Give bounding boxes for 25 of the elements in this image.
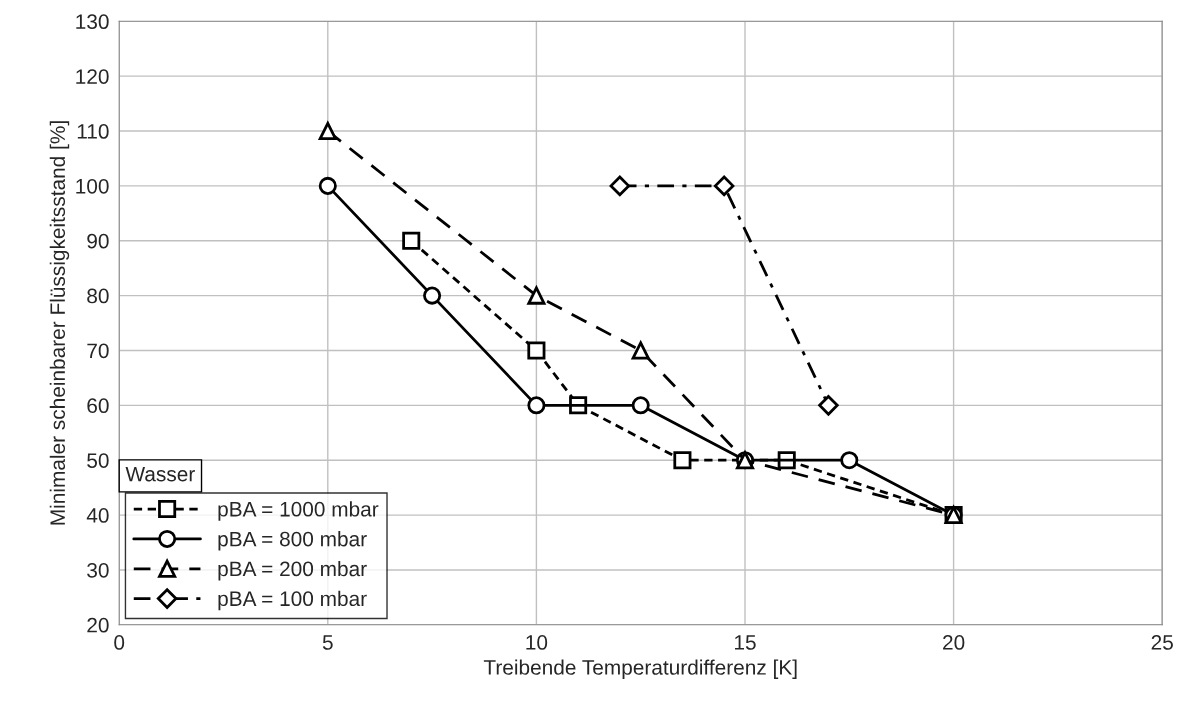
y-tick-label: 100 — [76, 178, 109, 194]
y-tick-label: 20 — [87, 617, 109, 633]
x-tick-label: 20 — [943, 635, 965, 650]
y-axis-title: Minimaler scheinbarer Flüssigkeitsstand [%] — [49, 121, 70, 525]
legend-label: pBA = 200 mbar — [218, 560, 367, 581]
y-tick-label: 120 — [76, 69, 109, 84]
y-tick-label: 110 — [77, 124, 109, 139]
x-tick-label: 0 — [114, 635, 125, 650]
x-tick-label: 10 — [526, 635, 548, 650]
legend-label: pBA = 100 mbar — [218, 590, 367, 611]
y-tick-label: 130 — [76, 14, 109, 30]
y-tick-label: 90 — [87, 233, 109, 249]
y-tick-label: 80 — [87, 288, 109, 304]
legend-label: pBA = 1000 mbar — [218, 501, 379, 521]
y-tick-label: 50 — [87, 453, 109, 468]
y-tick-label: 30 — [87, 562, 109, 578]
x-axis-title: Treibende Temperaturdifferenz [K] — [483, 659, 797, 679]
legend-label: pBA = 800 mbar — [218, 531, 367, 551]
x-tick-label: 5 — [322, 635, 333, 650]
y-tick-label: 70 — [87, 343, 109, 359]
y-tick-label: 40 — [86, 508, 109, 523]
x-tick-label: 25 — [1151, 635, 1173, 650]
legend-title: Wasser — [125, 466, 195, 482]
y-tick-label: 60 — [87, 398, 109, 414]
x-tick-label: 15 — [735, 635, 756, 650]
